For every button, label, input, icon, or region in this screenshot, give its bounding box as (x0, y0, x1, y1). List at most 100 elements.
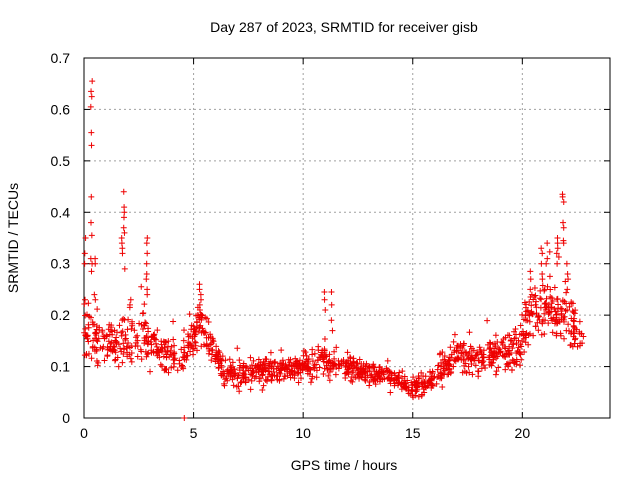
data-point (347, 377, 354, 384)
data-point (131, 327, 138, 334)
data-point (148, 341, 155, 348)
data-point (520, 335, 527, 342)
data-point (338, 360, 345, 367)
data-point (503, 361, 510, 368)
data-point (138, 283, 145, 290)
data-point (249, 372, 256, 379)
data-point (506, 359, 513, 366)
data-point (526, 298, 533, 305)
data-point (528, 302, 535, 309)
data-point (306, 371, 313, 378)
data-point (476, 344, 483, 351)
data-point (321, 365, 328, 372)
data-point (271, 372, 278, 379)
x-axis-label: GPS time / hours (291, 457, 398, 473)
data-point (350, 367, 357, 374)
data-point (81, 300, 88, 307)
data-point (144, 286, 151, 293)
data-point (469, 371, 476, 378)
data-point (260, 382, 267, 389)
data-point (179, 362, 186, 369)
data-point (145, 337, 152, 344)
data-point (535, 313, 542, 320)
x-tick-label: 5 (190, 425, 198, 441)
y-tick-label: 0.3 (51, 256, 71, 272)
data-point (119, 328, 126, 335)
data-point (446, 357, 453, 364)
data-point (85, 300, 92, 307)
data-point (556, 318, 563, 325)
data-point (541, 286, 548, 293)
data-point (347, 354, 354, 361)
data-point (328, 366, 335, 373)
data-point (538, 331, 545, 338)
data-point (486, 361, 493, 368)
data-point (344, 349, 351, 356)
data-point (88, 88, 95, 95)
data-point (553, 314, 560, 321)
data-point (141, 335, 148, 342)
data-point (493, 350, 500, 357)
y-tick-label: 0.2 (51, 307, 71, 323)
data-point (492, 332, 499, 339)
data-point (121, 209, 128, 216)
y-tick-label: 0.7 (51, 50, 71, 66)
data-point (553, 332, 560, 339)
data-point (147, 368, 154, 375)
data-point (94, 306, 101, 313)
data-point (197, 291, 204, 298)
data-point (139, 310, 146, 317)
data-point (468, 345, 475, 352)
data-point (567, 330, 574, 337)
data-point (359, 366, 366, 373)
data-point (560, 199, 567, 205)
data-point (322, 352, 329, 359)
data-point (407, 390, 414, 397)
data-point (373, 375, 380, 382)
data-point (205, 318, 212, 325)
data-point (326, 351, 333, 358)
data-point (203, 342, 210, 349)
data-point (104, 352, 111, 359)
data-point (319, 347, 326, 354)
data-point (88, 193, 95, 200)
data-point (549, 329, 556, 336)
data-point (373, 368, 380, 375)
data-point (185, 333, 192, 340)
data-point (88, 93, 95, 100)
data-point (466, 369, 473, 376)
data-point (544, 240, 551, 247)
data-point (468, 360, 475, 367)
data-point (109, 348, 116, 355)
data-point (259, 386, 266, 393)
x-tick-label: 0 (80, 425, 88, 441)
data-point (225, 370, 232, 377)
data-point (89, 78, 96, 85)
data-point (319, 356, 326, 363)
data-point (553, 250, 560, 257)
data-point (91, 291, 98, 298)
data-point (450, 338, 457, 345)
data-point (85, 324, 92, 331)
data-point (362, 368, 369, 375)
data-point (384, 366, 391, 373)
y-tick-label: 0.1 (51, 359, 71, 375)
data-point (239, 365, 246, 372)
data-point (413, 388, 420, 395)
data-point (120, 224, 127, 231)
data-point (475, 368, 482, 375)
data-point (108, 322, 115, 329)
data-point (118, 329, 125, 336)
data-point (190, 345, 197, 352)
data-point (532, 301, 539, 308)
data-point (121, 204, 128, 211)
data-point (330, 360, 337, 367)
data-point (134, 337, 141, 344)
data-point (516, 349, 523, 356)
data-point (379, 368, 386, 375)
data-point (252, 362, 259, 369)
data-point (314, 357, 321, 364)
data-point (138, 321, 145, 328)
data-point (570, 322, 577, 329)
data-point (165, 369, 172, 376)
